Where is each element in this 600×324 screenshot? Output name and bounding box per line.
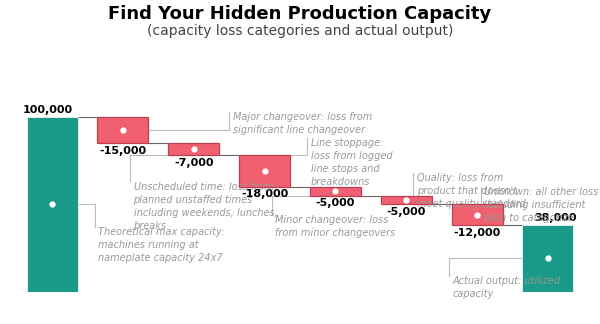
Text: Theoretical max capacity:
machines running at
nameplate capacity 24x7: Theoretical max capacity: machines runni…	[98, 227, 225, 263]
Text: 38,000: 38,000	[535, 213, 577, 223]
Text: -5,000: -5,000	[316, 198, 355, 208]
Text: Quality: loss from
product that doesn't
meet quality standard: Quality: loss from product that doesn't …	[417, 173, 526, 209]
Bar	[168, 143, 219, 155]
Text: Find Your Hidden Production Capacity: Find Your Hidden Production Capacity	[109, 5, 491, 23]
Text: 100,000: 100,000	[23, 105, 73, 115]
Bar	[97, 117, 148, 143]
Text: Unscheduled time: loss from
planned unstaffed times
including weekends, lunches,: Unscheduled time: loss from planned unst…	[134, 181, 277, 231]
Bar	[26, 117, 77, 292]
Text: -5,000: -5,000	[386, 207, 426, 217]
Text: -18,000: -18,000	[241, 190, 288, 199]
Bar	[310, 187, 361, 195]
Bar	[239, 155, 290, 187]
Bar	[239, 155, 290, 187]
Text: -15,000: -15,000	[100, 146, 146, 156]
Text: Actual output: utilized
capacity: Actual output: utilized capacity	[452, 276, 560, 299]
Bar	[168, 143, 219, 155]
Text: -7,000: -7,000	[174, 158, 214, 168]
Text: Major changeover: loss from
significant line changeover: Major changeover: loss from significant …	[233, 112, 372, 135]
Bar	[310, 187, 361, 195]
Text: -12,000: -12,000	[454, 228, 501, 238]
Text: Copyright © 2020 by Toward Zero Co.: Copyright © 2020 by Toward Zero Co.	[347, 307, 582, 317]
Bar	[381, 195, 432, 204]
Text: Minor changeover: loss
from minor changeovers: Minor changeover: loss from minor change…	[275, 215, 395, 238]
Bar	[381, 195, 432, 204]
Text: Line stoppage:
loss from logged
line stops and
breakdowns: Line stoppage: loss from logged line sto…	[311, 138, 392, 188]
Bar	[452, 204, 503, 225]
Bar	[523, 225, 574, 292]
Text: Unknown: all other loss
including insufficient
data to categorize: Unknown: all other loss including insuff…	[484, 187, 598, 223]
Bar	[97, 117, 148, 143]
Text: (capacity loss categories and actual output): (capacity loss categories and actual out…	[147, 24, 453, 38]
Bar	[452, 204, 503, 225]
